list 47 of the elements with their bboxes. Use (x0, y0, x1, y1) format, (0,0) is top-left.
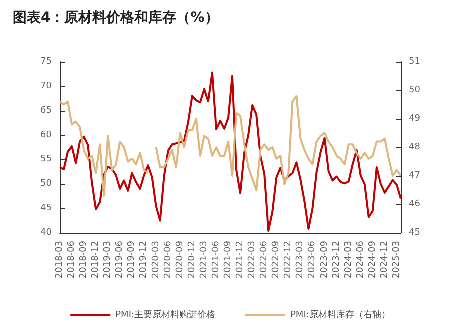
y-tick-label: 75 (40, 57, 52, 67)
x-tick-label: 2025-03 (392, 241, 402, 279)
x-tick-label: 2022-03 (248, 241, 258, 279)
x-tick-label: 2023-09 (320, 240, 330, 279)
y2-tick-label: 46 (409, 200, 421, 210)
x-tick-label: 2019-06 (115, 240, 126, 279)
y2-tick-label: 45 (409, 228, 420, 238)
x-tick-label: 2024-09 (368, 240, 378, 279)
x-tick-label: 2023-03 (296, 241, 306, 279)
y-tick-label: 45 (40, 204, 52, 214)
x-tick-label: 2021-06 (211, 240, 222, 279)
x-tick-label: 2021-12 (236, 241, 246, 279)
y-tick-label: 65 (40, 106, 52, 116)
y-tick-label: 40 (40, 228, 52, 238)
legend-label: PMI:主要原材料购进价格 (116, 310, 216, 320)
chart-title: 图表4：原材料价格和库存（%） (13, 9, 219, 26)
x-tick-label: 2024-12 (380, 241, 390, 279)
x-tick-label: 2018-06 (67, 240, 78, 279)
x-tick-label: 2020-12 (187, 241, 198, 279)
x-tick-label: 2018-12 (91, 241, 102, 279)
x-tick-label: 2022-06 (260, 240, 270, 279)
x-tick-label: 2019-03 (103, 241, 114, 279)
x-tick-label: 2024-06 (356, 240, 366, 279)
x-tick-label: 2020-06 (163, 240, 174, 279)
legend-label: PMI:原材料库存（右轴） (290, 310, 390, 320)
x-tick-label: 2020-03 (151, 241, 162, 279)
x-tick-label: 2023-06 (308, 240, 318, 279)
x-tick-label: 2022-09 (272, 240, 282, 279)
y-tick-label: 55 (40, 154, 52, 165)
x-tick-label: 2018-03 (55, 241, 65, 279)
y2-tick-label: 47 (409, 171, 420, 181)
x-tick-label: 2023-12 (332, 241, 342, 279)
x-tick-label: 2019-09 (127, 240, 138, 279)
x-tick-label: 2022-12 (284, 241, 294, 279)
x-tick-label: 2024-03 (344, 241, 354, 279)
x-tick-label: 2021-03 (199, 241, 210, 279)
y2-tick-label: 48 (409, 142, 421, 152)
y2-tick-label: 50 (409, 86, 421, 96)
y-tick-label: 60 (40, 130, 52, 140)
x-tick-label: 2018-09 (79, 240, 90, 279)
y2-tick-label: 49 (409, 114, 421, 124)
y-tick-label: 50 (40, 179, 52, 190)
y-tick-label: 70 (40, 81, 52, 92)
y2-tick-label: 51 (409, 57, 420, 67)
x-tick-label: 2021-09 (223, 240, 234, 279)
x-tick-label: 2019-12 (139, 241, 150, 279)
x-tick-label: 2020-09 (175, 240, 186, 279)
